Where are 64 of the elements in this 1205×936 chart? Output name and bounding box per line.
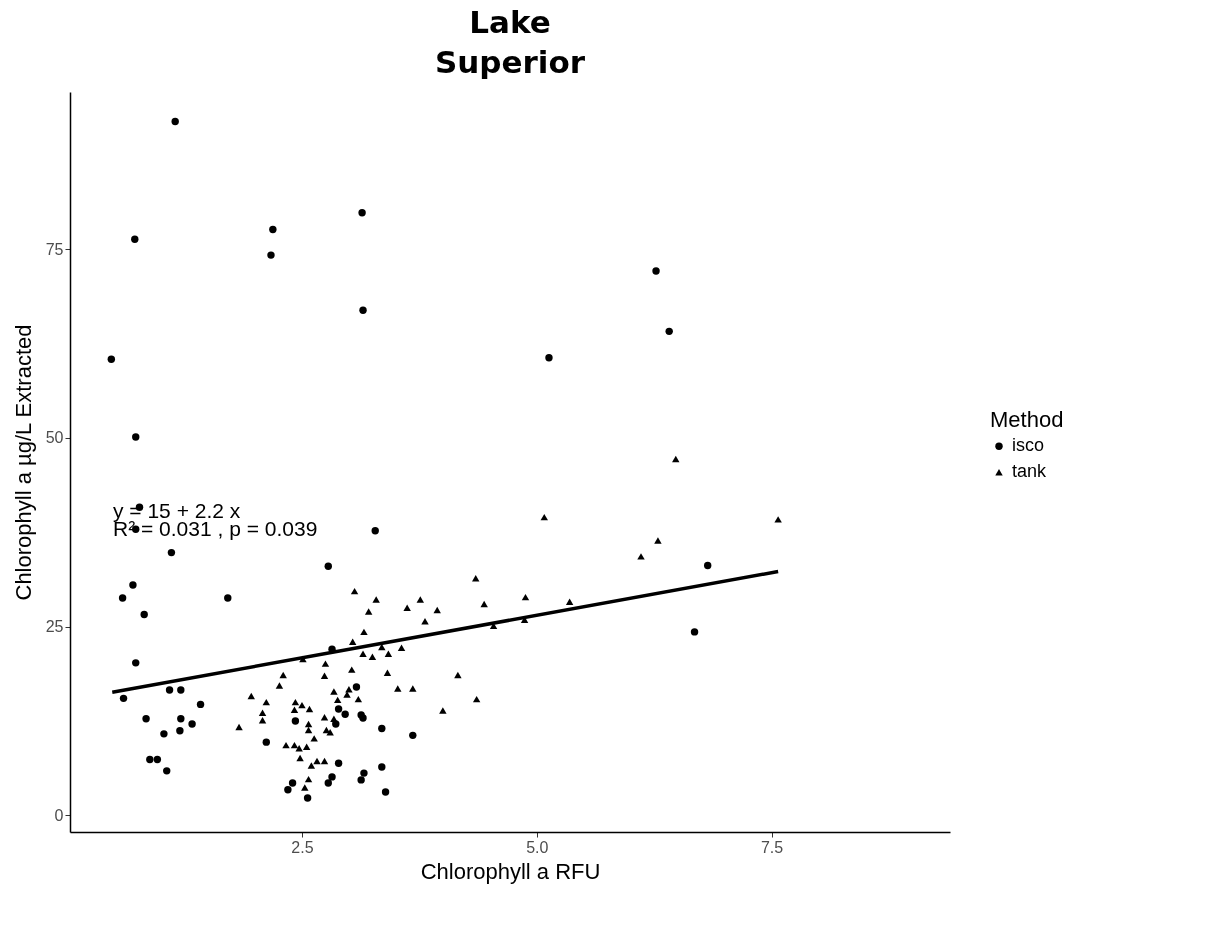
point <box>359 306 367 314</box>
point <box>545 354 553 362</box>
point <box>167 548 176 557</box>
point <box>378 763 386 771</box>
point <box>119 694 128 703</box>
point <box>188 720 196 728</box>
point <box>288 779 297 787</box>
x-axis-title: Chlorophyll a RFU <box>420 858 601 884</box>
legend-label: tank <box>1012 461 1048 482</box>
point <box>409 731 417 740</box>
point <box>341 710 349 718</box>
point <box>165 686 174 694</box>
point <box>177 686 185 694</box>
x-tick-label: 2.5 <box>291 838 314 856</box>
point <box>371 527 379 535</box>
point <box>160 730 168 738</box>
point <box>324 562 332 570</box>
point <box>146 755 154 764</box>
point <box>703 561 712 570</box>
point <box>142 715 150 723</box>
point <box>269 225 277 234</box>
y-tick-label: 25 <box>45 618 64 636</box>
point <box>140 610 148 619</box>
point <box>352 683 361 691</box>
point <box>324 779 332 787</box>
point <box>153 755 162 764</box>
y-tick-label: 50 <box>45 429 64 447</box>
point <box>262 738 270 746</box>
point <box>690 628 699 636</box>
point <box>291 717 300 725</box>
point <box>334 759 343 767</box>
point <box>171 117 179 126</box>
point <box>328 773 336 781</box>
point <box>360 769 368 777</box>
point <box>665 327 673 336</box>
legend-title: Method <box>990 407 1064 433</box>
point <box>177 715 185 723</box>
point <box>163 767 171 775</box>
point <box>381 788 390 796</box>
point <box>176 727 184 735</box>
point <box>284 786 292 794</box>
point <box>107 355 116 364</box>
chart-title: Lake Superior <box>434 4 586 80</box>
x-tick-label: 7.5 <box>760 838 784 856</box>
point <box>332 720 340 728</box>
point <box>224 594 232 602</box>
point <box>334 705 343 713</box>
point <box>132 433 140 441</box>
x-tick-label: 5.0 <box>526 838 549 856</box>
point <box>267 251 275 259</box>
point <box>196 700 205 709</box>
point <box>358 209 366 217</box>
legend-label: isco <box>1012 435 1045 456</box>
y-tick-label: 75 <box>45 240 64 258</box>
point <box>357 776 365 784</box>
point <box>303 794 312 802</box>
point <box>652 267 660 275</box>
point <box>118 594 127 602</box>
point <box>131 235 139 243</box>
point <box>132 659 140 667</box>
point <box>129 581 137 589</box>
y-tick-label: 0 <box>54 806 64 824</box>
point <box>378 724 386 733</box>
y-axis-title: Chlorophyll a µg/L Extracted <box>10 324 36 601</box>
